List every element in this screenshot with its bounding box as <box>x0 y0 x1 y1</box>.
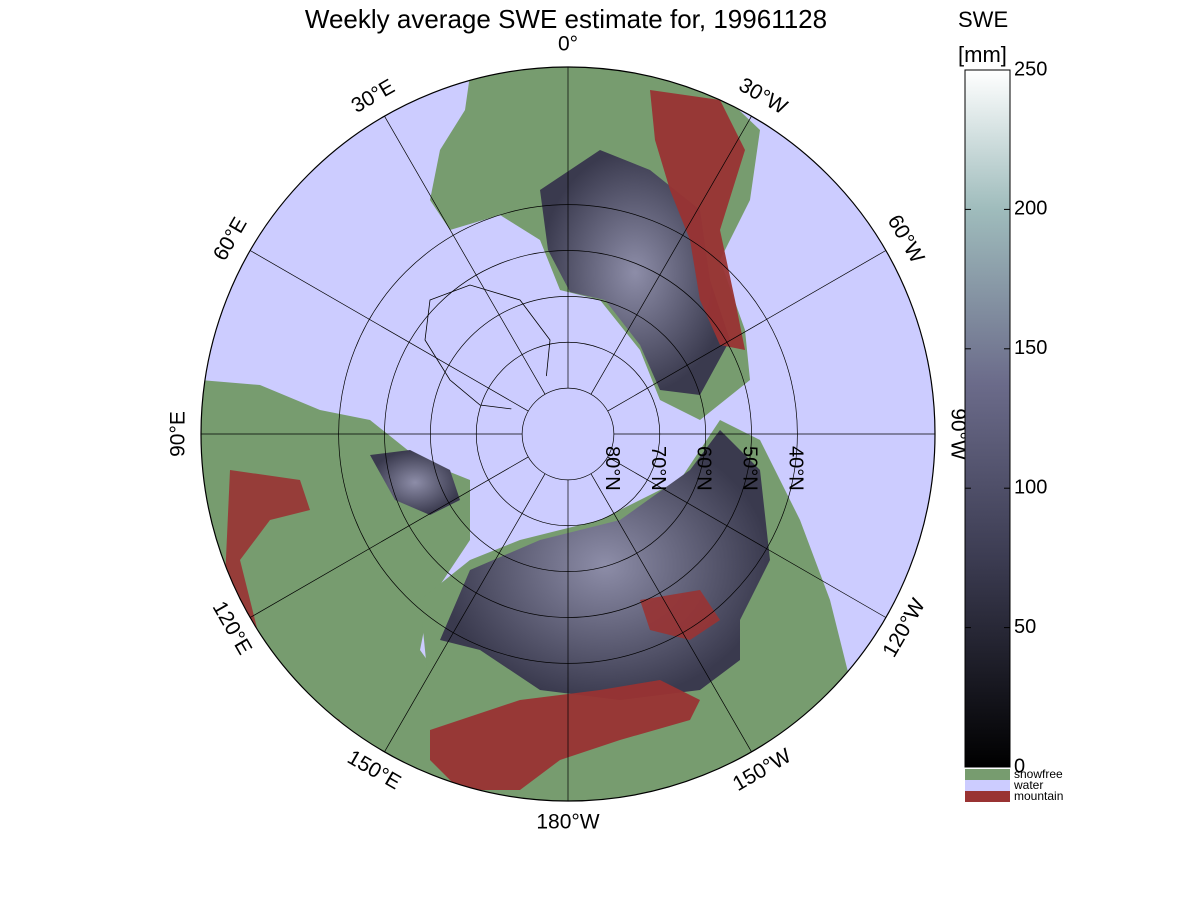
colorbar-tick-label: 50 <box>1014 616 1036 638</box>
meridian-line <box>249 456 529 618</box>
latitude-label: 40°N <box>784 446 806 491</box>
category-label: water <box>1013 778 1043 792</box>
asia-mountains <box>430 680 700 790</box>
latitude-label: 70°N <box>647 446 669 491</box>
meridian-line <box>249 250 529 412</box>
longitude-label: 90°W <box>946 408 969 460</box>
colorbar-tick-label: 150 <box>1014 337 1047 359</box>
latitude-label: 50°N <box>739 446 761 491</box>
longitude-label: 60°E <box>209 213 252 264</box>
map-border <box>200 66 936 802</box>
meridian-line <box>607 456 887 618</box>
category-swatch <box>965 769 1010 780</box>
meridian-line <box>590 473 752 753</box>
colorbar-tick-label: 200 <box>1014 198 1047 220</box>
meridian-line <box>384 473 546 753</box>
colorbar-tick-label: 0 <box>1014 755 1025 777</box>
scandinavia-snow-cover <box>370 450 460 515</box>
colorbar: SWE [mm] 0 50 100 150 200 250 snowfreewatermo… <box>958 7 1063 803</box>
meridian-line <box>607 250 887 412</box>
longitude-label: 0° <box>558 33 578 56</box>
meridian-line <box>384 115 546 395</box>
colorbar-gradient <box>964 69 1011 768</box>
latitude-label: 60°N <box>693 446 715 491</box>
longitude-label: 30°E <box>347 75 398 118</box>
colorbar-tick-label: 100 <box>1014 476 1047 498</box>
east-asia-mountains <box>640 590 720 640</box>
latitude-labels: 80°N 70°N 60°N 50°N 40°N <box>601 446 807 491</box>
colorbar-unit: [mm] <box>958 42 1007 67</box>
meridian-line <box>590 115 752 395</box>
graticule <box>201 67 935 801</box>
colorbar-ticks: 0 50 100 150 200 250 <box>965 58 1047 777</box>
category-swatch <box>965 791 1010 802</box>
map-title: Weekly average SWE estimate for, 1996112… <box>305 4 827 34</box>
polar-map <box>201 67 935 801</box>
latitude-label: 80°N <box>601 446 623 491</box>
category-label: snowfree <box>1014 767 1063 781</box>
longitude-label: 90°E <box>167 411 190 457</box>
arctic-ocean <box>506 372 630 496</box>
north-america-mountains <box>650 90 745 350</box>
category-label: mountain <box>1014 789 1063 803</box>
longitude-label: 180°W <box>536 811 599 834</box>
colorbar-title: SWE <box>958 7 1008 32</box>
colorbar-tick-label: 250 <box>1014 58 1047 80</box>
category-swatch <box>965 780 1010 791</box>
